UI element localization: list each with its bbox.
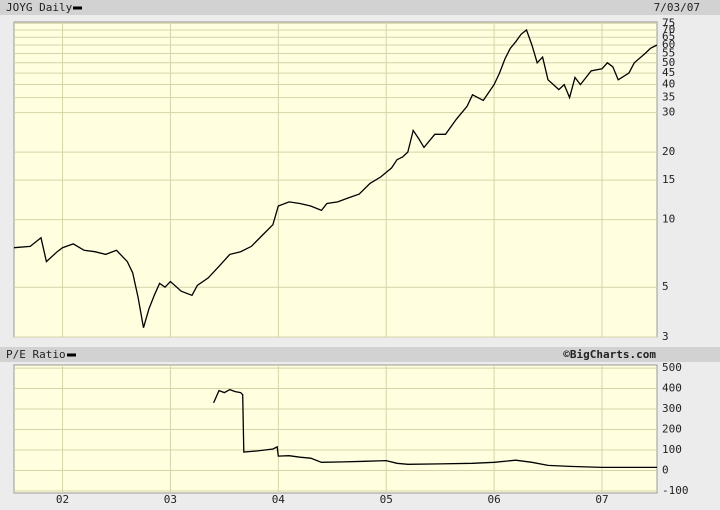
x-tick-label: 03	[164, 493, 177, 506]
y-tick-label: 500	[662, 361, 682, 374]
y-tick-label: 15	[662, 173, 675, 186]
y-tick-label: 200	[662, 423, 682, 436]
y-tick-label: -100	[662, 484, 689, 497]
y-tick-label: 45	[662, 66, 675, 79]
y-tick-label: 0	[662, 463, 669, 476]
y-tick-label: 40	[662, 78, 675, 91]
y-tick-label: 60	[662, 38, 675, 51]
y-tick-label: 10	[662, 213, 675, 226]
y-tick-label: 35	[662, 91, 675, 104]
y-tick-label: 75	[662, 16, 675, 29]
y-tick-label: 20	[662, 145, 675, 158]
plot-area	[13, 21, 658, 338]
y-tick-label: 50	[662, 56, 675, 69]
y-tick-label: 5	[662, 280, 669, 293]
y-tick-label: 100	[662, 443, 682, 456]
price-line	[13, 28, 658, 328]
y-tick-label: 30	[662, 106, 675, 119]
x-tick-label: 04	[272, 493, 286, 506]
x-tick-label: 02	[56, 493, 69, 506]
y-tick-label: 65	[662, 30, 675, 43]
y-tick-label: 300	[662, 402, 682, 415]
y-tick-label: 3	[662, 330, 669, 343]
legend-label: P/E Ratio	[6, 348, 66, 361]
x-tick-label: 06	[487, 493, 500, 506]
source-label: ©BigCharts.com	[563, 348, 656, 361]
plot-area	[13, 364, 658, 494]
legend-label: JOYG Daily	[6, 1, 73, 14]
date-label: 7/03/07	[654, 1, 700, 14]
x-tick-label: 07	[595, 493, 608, 506]
y-tick-label: 55	[662, 47, 675, 60]
divider-bar	[0, 347, 720, 362]
y-tick-label: 400	[662, 382, 682, 395]
header-bar	[0, 0, 720, 15]
price-line	[213, 388, 657, 469]
y-tick-label: 70	[662, 23, 675, 36]
x-tick-label: 05	[380, 493, 393, 506]
